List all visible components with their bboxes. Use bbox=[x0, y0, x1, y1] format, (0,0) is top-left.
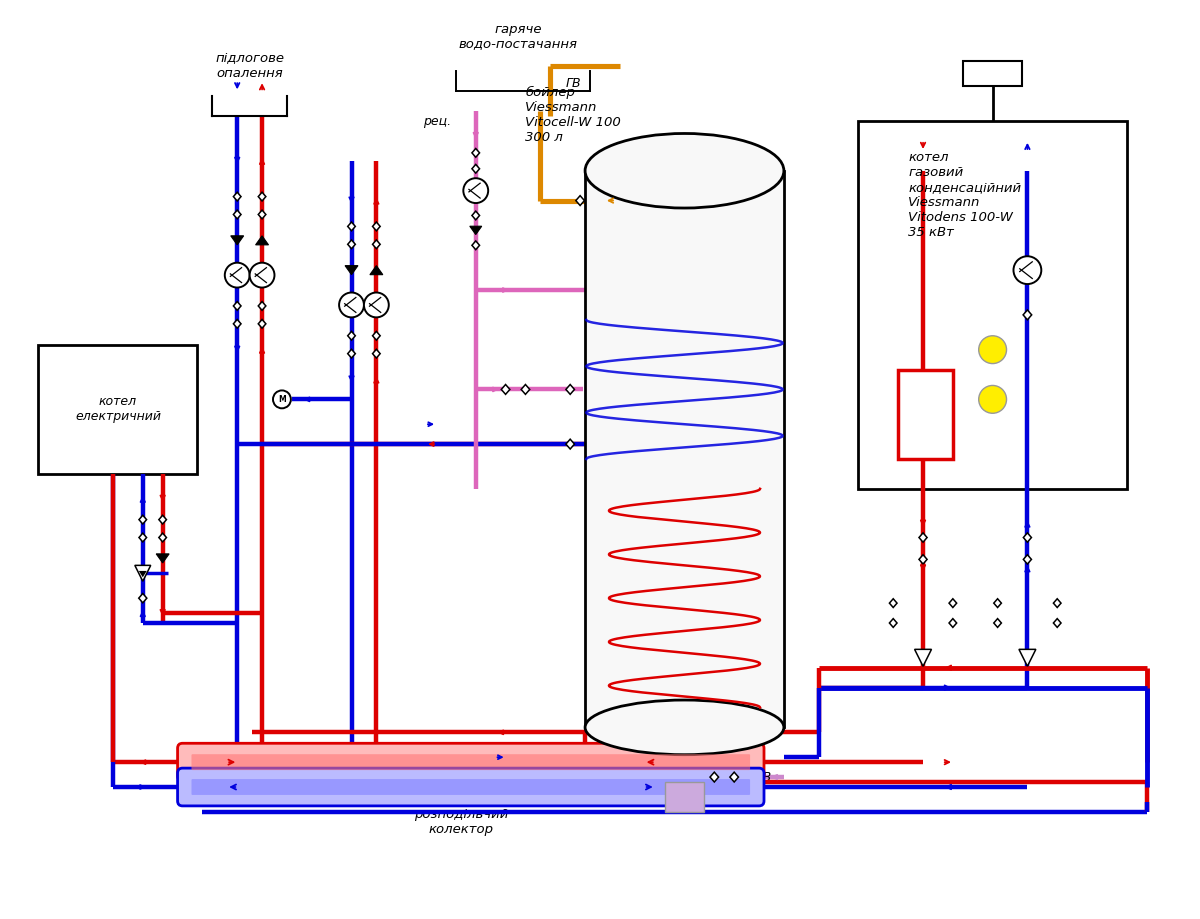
Polygon shape bbox=[1054, 599, 1061, 607]
Text: котел
газовий
конденсаційний
Viessmann
Vitodens 100-W
35 кВт: котел газовий конденсаційний Viessmann V… bbox=[908, 151, 1021, 239]
Polygon shape bbox=[230, 236, 244, 244]
Text: M: M bbox=[278, 395, 286, 403]
Polygon shape bbox=[139, 516, 146, 524]
FancyBboxPatch shape bbox=[192, 779, 750, 795]
Polygon shape bbox=[372, 222, 380, 231]
Polygon shape bbox=[730, 772, 738, 782]
Polygon shape bbox=[156, 554, 169, 563]
Polygon shape bbox=[521, 384, 529, 394]
Polygon shape bbox=[134, 565, 151, 581]
Bar bbox=[586, 171, 784, 727]
Bar bbox=[38, 345, 198, 474]
Circle shape bbox=[463, 178, 488, 203]
Polygon shape bbox=[348, 349, 355, 358]
Bar bbox=[962, 62, 1022, 86]
Circle shape bbox=[340, 292, 364, 317]
Circle shape bbox=[979, 335, 1007, 364]
Polygon shape bbox=[889, 599, 898, 607]
Polygon shape bbox=[1019, 650, 1036, 666]
FancyBboxPatch shape bbox=[178, 743, 764, 781]
Text: гаряче
водо-постачання: гаряче водо-постачання bbox=[458, 23, 577, 51]
Polygon shape bbox=[914, 650, 931, 666]
Polygon shape bbox=[889, 618, 898, 628]
Text: підлогове
опалення: підлогове опалення bbox=[215, 52, 284, 80]
Polygon shape bbox=[710, 772, 719, 782]
Ellipse shape bbox=[586, 133, 784, 208]
Polygon shape bbox=[258, 301, 266, 311]
Text: котел
електричний: котел електричний bbox=[74, 395, 161, 424]
Polygon shape bbox=[348, 240, 355, 249]
Polygon shape bbox=[949, 599, 956, 607]
Polygon shape bbox=[139, 533, 146, 542]
Polygon shape bbox=[139, 594, 146, 603]
Polygon shape bbox=[919, 555, 928, 564]
Polygon shape bbox=[233, 210, 241, 219]
Polygon shape bbox=[472, 165, 480, 173]
Polygon shape bbox=[566, 439, 575, 449]
Polygon shape bbox=[472, 241, 480, 250]
Polygon shape bbox=[233, 301, 241, 311]
Polygon shape bbox=[158, 533, 167, 542]
FancyBboxPatch shape bbox=[192, 754, 750, 770]
Polygon shape bbox=[949, 618, 956, 628]
FancyBboxPatch shape bbox=[178, 768, 764, 806]
Polygon shape bbox=[258, 210, 266, 219]
Polygon shape bbox=[994, 599, 1001, 607]
Polygon shape bbox=[348, 332, 355, 340]
Polygon shape bbox=[258, 192, 266, 201]
Polygon shape bbox=[372, 240, 380, 249]
Bar bbox=[898, 369, 953, 459]
Polygon shape bbox=[158, 516, 167, 524]
Polygon shape bbox=[372, 349, 380, 358]
Polygon shape bbox=[346, 266, 358, 275]
Circle shape bbox=[979, 385, 1007, 414]
Polygon shape bbox=[566, 384, 575, 394]
Circle shape bbox=[224, 263, 250, 288]
Polygon shape bbox=[233, 320, 241, 328]
Polygon shape bbox=[370, 266, 383, 275]
Polygon shape bbox=[472, 211, 480, 220]
Polygon shape bbox=[258, 320, 266, 328]
Circle shape bbox=[250, 263, 275, 288]
Bar bbox=[858, 121, 1127, 489]
Polygon shape bbox=[1024, 533, 1032, 542]
Polygon shape bbox=[256, 236, 269, 244]
Ellipse shape bbox=[586, 700, 784, 754]
Text: ХВ: ХВ bbox=[754, 770, 772, 784]
Polygon shape bbox=[469, 226, 481, 234]
Circle shape bbox=[1014, 256, 1042, 284]
Text: рец.: рец. bbox=[422, 115, 451, 128]
Polygon shape bbox=[994, 618, 1001, 628]
Polygon shape bbox=[372, 332, 380, 340]
Polygon shape bbox=[1024, 310, 1032, 320]
Polygon shape bbox=[348, 222, 355, 231]
Text: розподільчий
колектор: розподільчий колектор bbox=[414, 808, 508, 835]
Polygon shape bbox=[139, 571, 146, 577]
Polygon shape bbox=[1024, 555, 1032, 564]
Text: ГВ: ГВ bbox=[565, 77, 581, 90]
Polygon shape bbox=[576, 196, 584, 206]
Polygon shape bbox=[1054, 618, 1061, 628]
Polygon shape bbox=[502, 384, 510, 394]
Circle shape bbox=[364, 292, 389, 317]
Bar bbox=[665, 782, 704, 811]
Polygon shape bbox=[472, 149, 480, 157]
Polygon shape bbox=[919, 533, 928, 542]
Polygon shape bbox=[233, 192, 241, 201]
Text: бойлер
Viessmann
Vitocell-W 100
300 л: бойлер Viessmann Vitocell-W 100 300 л bbox=[526, 86, 622, 144]
Circle shape bbox=[272, 391, 290, 408]
